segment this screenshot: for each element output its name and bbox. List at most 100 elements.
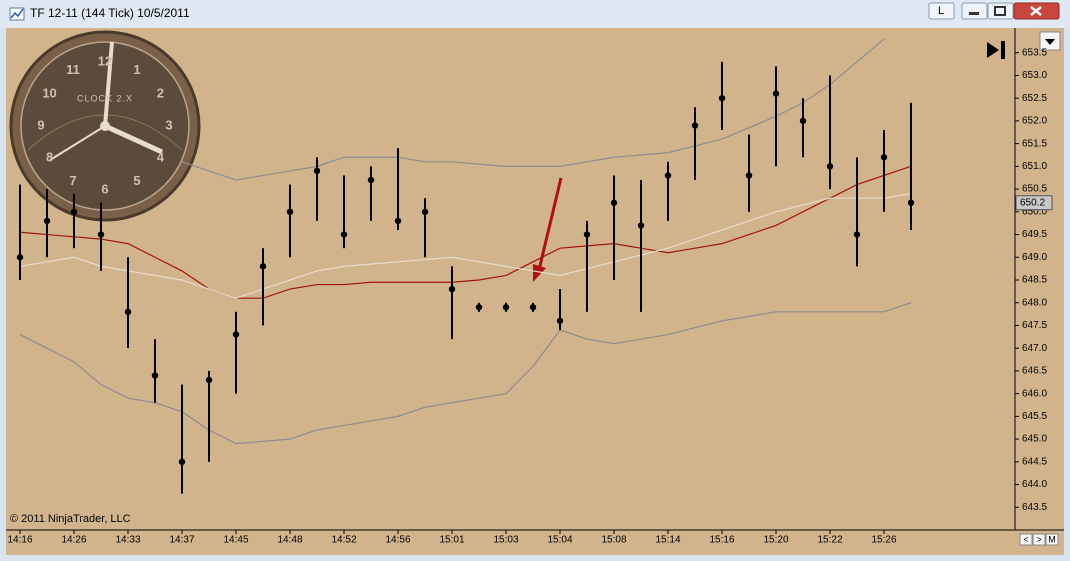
close-dot [880, 154, 888, 161]
y-tick-label: 651.0 [1022, 161, 1047, 172]
clock-number: 5 [133, 173, 140, 188]
close-dot [583, 231, 591, 238]
indicator-line [19, 165, 912, 299]
close-dot [16, 254, 24, 261]
close-dot [718, 94, 726, 102]
clock-number: 12 [98, 53, 112, 68]
y-tick-label: 647.0 [1022, 343, 1047, 354]
close-dot [448, 285, 456, 293]
x-tick-label: 14:37 [169, 535, 194, 546]
close-dot [97, 231, 105, 238]
indicator-line [19, 302, 912, 445]
clock-number: 8 [46, 149, 53, 164]
copyright: © 2011 NinjaTrader, LLC [10, 513, 131, 525]
close-dot [664, 172, 672, 179]
y-tick-label: 651.5 [1022, 138, 1047, 149]
title-bar [0, 0, 1070, 28]
clock-number: 10 [42, 85, 56, 100]
minimize-icon [969, 12, 979, 15]
x-tick-label: 14:56 [385, 535, 410, 546]
scroll-m[interactable] [1045, 533, 1059, 546]
indicator-line [19, 193, 912, 299]
y-tick-label: 646.5 [1022, 366, 1047, 377]
scroll-right[interactable] [1032, 533, 1046, 546]
close-dot [313, 167, 321, 175]
close-dot [529, 304, 537, 311]
clock-number: 11 [66, 62, 80, 77]
scroll-right-label[interactable]: > [1036, 534, 1041, 544]
app-icon-line [10, 8, 24, 19]
scroll-left-label[interactable]: < [1023, 534, 1028, 544]
y-tick-label: 648.0 [1022, 297, 1047, 308]
close-dot [340, 231, 348, 238]
clock-minute-hand [103, 41, 114, 127]
x-tick-label: 15:01 [439, 535, 464, 546]
x-tick-label: 14:45 [223, 535, 248, 546]
clock-number: 7 [69, 173, 76, 188]
close-dot [394, 217, 402, 225]
close-dot [178, 458, 186, 466]
close-dot [259, 263, 267, 270]
x-tick-label: 15:08 [601, 535, 626, 546]
close-dot [43, 217, 51, 225]
last-price-box [1015, 195, 1053, 211]
clock-hub [100, 121, 110, 131]
menu-icon [1045, 39, 1055, 45]
close-dot [124, 308, 132, 316]
close-dot [421, 208, 429, 216]
maximize-icon [994, 6, 1006, 16]
clock-label: CLOCK 2.X [77, 93, 133, 103]
y-tick-label: 653.5 [1022, 47, 1047, 58]
indicator-line [181, 38, 885, 181]
y-tick-label: 648.5 [1022, 275, 1047, 286]
close-dot [745, 172, 753, 179]
y-tick-label: 649.0 [1022, 252, 1047, 263]
y-tick-label: 647.5 [1022, 320, 1047, 331]
x-tick-label: 15:04 [547, 535, 572, 546]
y-tick-label: 650.5 [1022, 184, 1047, 195]
clock-number: 1 [133, 62, 140, 77]
close-dot [799, 117, 807, 125]
y-tick-label: 645.5 [1022, 411, 1047, 422]
close-dot [475, 304, 483, 311]
scroll-m-label[interactable]: M [1048, 534, 1056, 544]
close-dot [691, 122, 699, 129]
clock-number: 2 [157, 85, 164, 100]
close-dot [70, 208, 78, 216]
scroll-end-icon[interactable] [987, 41, 1005, 59]
y-tick-label: 646.0 [1022, 388, 1047, 399]
close-dot [853, 231, 861, 238]
l-button-label[interactable]: L [938, 5, 944, 17]
clock-number: 4 [157, 149, 165, 164]
x-tick-label: 15:14 [655, 535, 680, 546]
clock-number: 3 [165, 117, 172, 132]
x-tick-label: 14:52 [331, 535, 356, 546]
y-tick-label: 644.0 [1022, 479, 1047, 490]
y-tick-label: 644.5 [1022, 456, 1047, 467]
x-tick-label: 14:48 [277, 535, 302, 546]
minimize-button[interactable] [961, 2, 988, 20]
y-tick-label: 652.5 [1022, 93, 1047, 104]
y-tick-label: 650.0 [1022, 206, 1047, 217]
maximize-button[interactable] [987, 2, 1014, 20]
clock-number: 6 [101, 181, 108, 196]
clock-hour-hand [103, 123, 164, 155]
scroll-left[interactable] [1019, 533, 1033, 546]
clock-number: 9 [37, 117, 44, 132]
x-tick-label: 15:03 [493, 535, 518, 546]
close-dot [502, 304, 510, 311]
y-tick-label: 643.5 [1022, 502, 1047, 513]
close-dot [205, 376, 213, 384]
arrow-shaft [537, 177, 563, 271]
y-tick-label: 652.0 [1022, 116, 1047, 127]
close-dot [367, 176, 375, 184]
clock-second-hand [49, 125, 106, 161]
last-price-label: 650.2 [1020, 197, 1045, 208]
l-button[interactable] [928, 2, 955, 20]
close-dot [826, 163, 834, 170]
close-dot [637, 222, 645, 229]
y-tick-label: 653.0 [1022, 70, 1047, 81]
